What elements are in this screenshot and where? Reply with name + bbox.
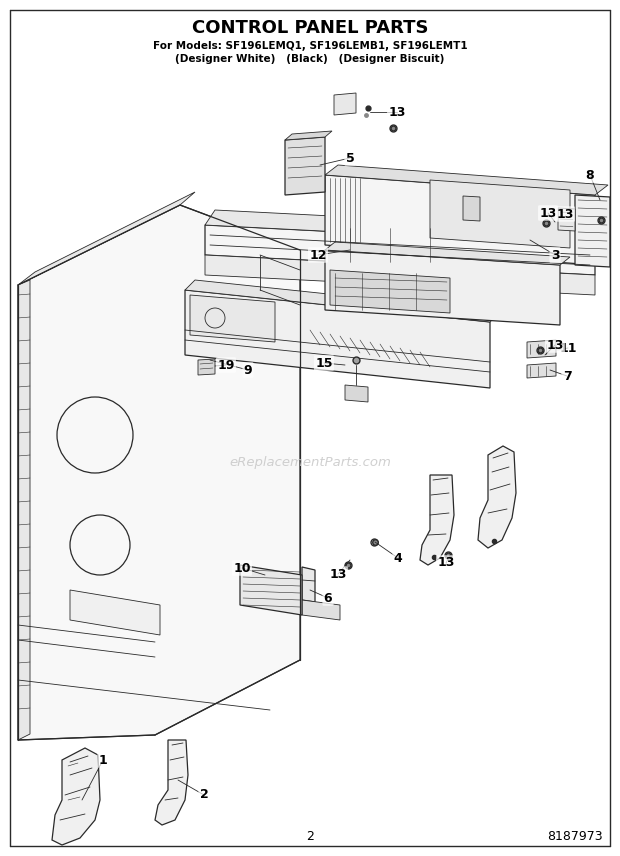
- Polygon shape: [430, 180, 570, 248]
- Text: 8: 8: [586, 169, 595, 181]
- Text: 13: 13: [546, 338, 564, 352]
- Text: 13: 13: [556, 207, 574, 221]
- Polygon shape: [205, 210, 605, 245]
- Text: For Models: SF196LEMQ1, SF196LEMB1, SF196LEMT1: For Models: SF196LEMQ1, SF196LEMB1, SF19…: [153, 41, 467, 51]
- Polygon shape: [185, 290, 490, 388]
- Text: 6: 6: [324, 591, 332, 604]
- Text: 15: 15: [315, 356, 333, 370]
- Polygon shape: [302, 567, 315, 602]
- Polygon shape: [420, 475, 454, 565]
- Polygon shape: [527, 340, 556, 358]
- Polygon shape: [575, 195, 610, 267]
- Text: 12: 12: [309, 248, 327, 261]
- Polygon shape: [325, 242, 570, 265]
- Text: 8187973: 8187973: [547, 829, 603, 842]
- Polygon shape: [345, 385, 368, 402]
- Text: 2: 2: [306, 829, 314, 842]
- Polygon shape: [558, 208, 575, 231]
- Text: 7: 7: [562, 370, 572, 383]
- Text: 3: 3: [551, 248, 559, 261]
- Polygon shape: [205, 255, 595, 295]
- Polygon shape: [155, 740, 188, 825]
- Text: (Designer White)   (Black)   (Designer Biscuit): (Designer White) (Black) (Designer Biscu…: [175, 54, 445, 64]
- Polygon shape: [330, 270, 450, 313]
- Polygon shape: [185, 280, 500, 322]
- Text: 9: 9: [244, 364, 252, 377]
- Polygon shape: [302, 600, 340, 620]
- Polygon shape: [190, 295, 275, 342]
- Text: 5: 5: [345, 152, 355, 164]
- Polygon shape: [205, 225, 595, 275]
- Polygon shape: [198, 359, 215, 375]
- Text: 11: 11: [559, 342, 577, 354]
- Text: 10: 10: [233, 562, 250, 574]
- Polygon shape: [463, 196, 480, 221]
- Text: 13: 13: [329, 568, 347, 580]
- Polygon shape: [18, 280, 30, 740]
- Polygon shape: [527, 363, 556, 378]
- Text: 4: 4: [394, 551, 402, 564]
- Text: 13: 13: [388, 105, 405, 118]
- Polygon shape: [285, 131, 332, 140]
- Polygon shape: [285, 137, 325, 195]
- Text: 13: 13: [437, 556, 454, 569]
- Polygon shape: [334, 93, 356, 115]
- Polygon shape: [325, 250, 560, 325]
- Polygon shape: [52, 748, 100, 845]
- Polygon shape: [70, 590, 160, 635]
- Polygon shape: [18, 205, 300, 740]
- Polygon shape: [325, 165, 608, 195]
- Polygon shape: [325, 175, 595, 265]
- Text: 1: 1: [99, 753, 107, 766]
- Text: CONTROL PANEL PARTS: CONTROL PANEL PARTS: [192, 19, 428, 37]
- Polygon shape: [18, 192, 195, 285]
- Polygon shape: [478, 446, 516, 548]
- Text: 13: 13: [539, 206, 557, 219]
- Polygon shape: [240, 565, 302, 615]
- Text: eReplacementParts.com: eReplacementParts.com: [229, 455, 391, 469]
- Text: 19: 19: [218, 359, 235, 372]
- Text: 2: 2: [200, 788, 208, 801]
